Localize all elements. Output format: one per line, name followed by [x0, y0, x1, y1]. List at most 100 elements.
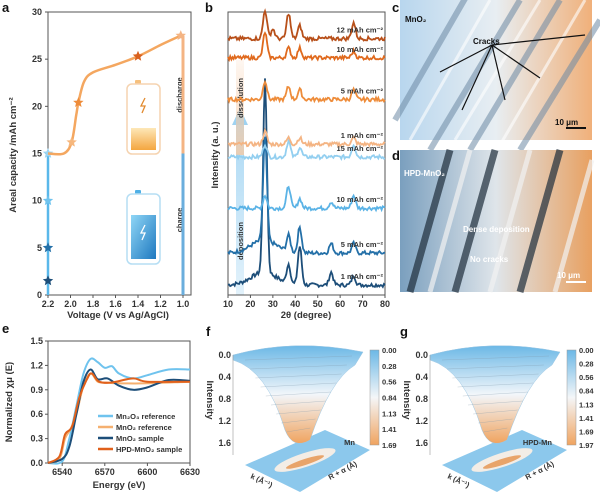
- x-tick-label: 40: [290, 299, 300, 309]
- trace-label: 5 mAh cm⁻²: [341, 86, 384, 95]
- crack-arrows: [439, 34, 586, 111]
- contour-line: [483, 427, 508, 433]
- colorbar-tick-label: 0.28: [579, 360, 594, 369]
- no-cracks-label: No cracks: [470, 255, 509, 264]
- sem-image-c: Cracks MnO₂ 10 μm: [392, 0, 600, 152]
- contour-line: [276, 409, 321, 415]
- legend-label: MnO₂ sample: [116, 434, 164, 443]
- trace-label: 1 mAh cm⁻²: [341, 131, 384, 140]
- colorbar-tick-label: 0.00: [382, 346, 397, 355]
- wavelet-surface: [429, 345, 561, 444]
- x-tick-label: 1.8: [87, 299, 100, 309]
- battery-charge-icon: [126, 190, 161, 265]
- contour-line: [270, 400, 327, 406]
- xanes-line: [47, 372, 191, 464]
- z-tick-label: 1.6: [415, 438, 428, 448]
- colorbar-tick-label: 1.13: [382, 409, 397, 418]
- x-tick-label: 80: [380, 299, 390, 309]
- deposition-arrow: [236, 115, 244, 295]
- xrd-trace: [227, 136, 386, 257]
- y-axis-label-b: Intensity (a. u.): [210, 121, 221, 188]
- z-tick-label: 1.6: [218, 438, 231, 448]
- legend-label: MnO₂ reference: [116, 423, 172, 432]
- x-tick-label: 30: [268, 299, 278, 309]
- floor-hotspot-core: [482, 455, 522, 469]
- contour-line: [250, 364, 347, 370]
- wavelet-surface: [232, 345, 364, 444]
- panel-label-f: f: [206, 324, 211, 339]
- x-tick-label: 6600: [137, 467, 157, 477]
- colorbar-tick-label: 1.69: [579, 427, 594, 436]
- x-tick-label: 2.0: [64, 299, 77, 309]
- xanes-line: [47, 368, 191, 464]
- xrd-trace: [227, 78, 386, 289]
- x-axis-label-e: Energy (eV): [93, 480, 146, 491]
- sem-d-label: HPD-MnO₂: [404, 169, 445, 178]
- sample-label: Mn: [344, 438, 355, 447]
- x-tick-label: 2.2: [42, 299, 55, 309]
- colorbar-tick-label: 1.41: [579, 414, 594, 423]
- dense-deposition-label: Dense deposition: [463, 225, 530, 234]
- colorbar-tick-label: 0.28: [382, 362, 397, 371]
- discharge-label: discharge: [175, 77, 184, 112]
- x-tick-label: 6540: [52, 467, 72, 477]
- chart-b: deposition dissolution 10 20 30 40 50 60 70 80 …: [210, 8, 390, 321]
- colorbar-tick-label: 0.56: [579, 373, 594, 382]
- xrd-trace: [227, 185, 386, 213]
- panel-label-a: a: [2, 0, 10, 15]
- colorbar: [566, 349, 577, 446]
- sample-label: HPD-Mn: [523, 438, 553, 447]
- x-tick-label: 1.6: [109, 299, 122, 309]
- z-tick-label: 0.4: [415, 372, 428, 382]
- contour-line: [286, 427, 311, 433]
- z-tick-label: 1.2: [415, 416, 428, 426]
- z-tick-label: 1.2: [218, 416, 231, 426]
- colorbar-tick-label: 1.13: [579, 400, 594, 409]
- colorbar-tick-label: 0.56: [382, 378, 397, 387]
- x-tick-label: 20: [245, 299, 255, 309]
- scale-label-c: 10 μm: [555, 118, 578, 127]
- plot-frame-b: [227, 11, 386, 296]
- contour-line: [281, 418, 316, 424]
- star-marker: [175, 30, 186, 40]
- plot-frame-a: [47, 11, 192, 296]
- x-tick-label: 6570: [95, 467, 115, 477]
- y-tick-label: 0.0: [30, 458, 43, 468]
- contour-line: [473, 409, 518, 415]
- battery-discharge-icon: [126, 80, 161, 155]
- xrd-trace: [227, 8, 386, 43]
- panel-label-g: g: [400, 324, 408, 339]
- scale-label-d: 10 μm: [557, 271, 580, 280]
- colorbar: [369, 349, 380, 446]
- contour-line: [244, 355, 353, 361]
- colorbar-tick-label: 0.84: [579, 387, 594, 396]
- y-tick-label: 15: [32, 149, 42, 159]
- contour-line: [467, 400, 524, 406]
- cracks-label: Cracks: [473, 37, 500, 46]
- contour-line: [478, 418, 513, 424]
- xrd-trace: [227, 138, 386, 161]
- star-marker: [42, 242, 54, 253]
- colorbar-tick-label: 1.97: [579, 441, 594, 450]
- z-tick-label: 0.8: [415, 394, 428, 404]
- colorbar-tick-label: 1.41: [382, 425, 397, 434]
- star-marker: [73, 97, 84, 107]
- star-marker: [42, 195, 54, 206]
- xrd-trace: [227, 31, 386, 63]
- x-tick-label: 1.4: [132, 299, 145, 309]
- y-tick-label: 25: [32, 54, 42, 64]
- xrd-trace: [227, 79, 386, 105]
- x-tick-label: 60: [335, 299, 345, 309]
- legend-e: Mn₂O₃ reference MnO₂ reference MnO₂ sample…: [98, 412, 182, 454]
- y-axis-label-a: Areal capacity /mAh cm⁻²: [8, 97, 19, 212]
- star-marker: [42, 275, 54, 286]
- trace-label: 15 mAh cm⁻²: [337, 144, 384, 153]
- star-marker: [66, 136, 77, 147]
- panel-label-c: c: [392, 0, 399, 15]
- contour-line: [452, 373, 539, 379]
- deposition-label: deposition: [236, 222, 245, 260]
- xrd-trace: [227, 127, 386, 149]
- z-axis-label: Intensity: [204, 380, 215, 420]
